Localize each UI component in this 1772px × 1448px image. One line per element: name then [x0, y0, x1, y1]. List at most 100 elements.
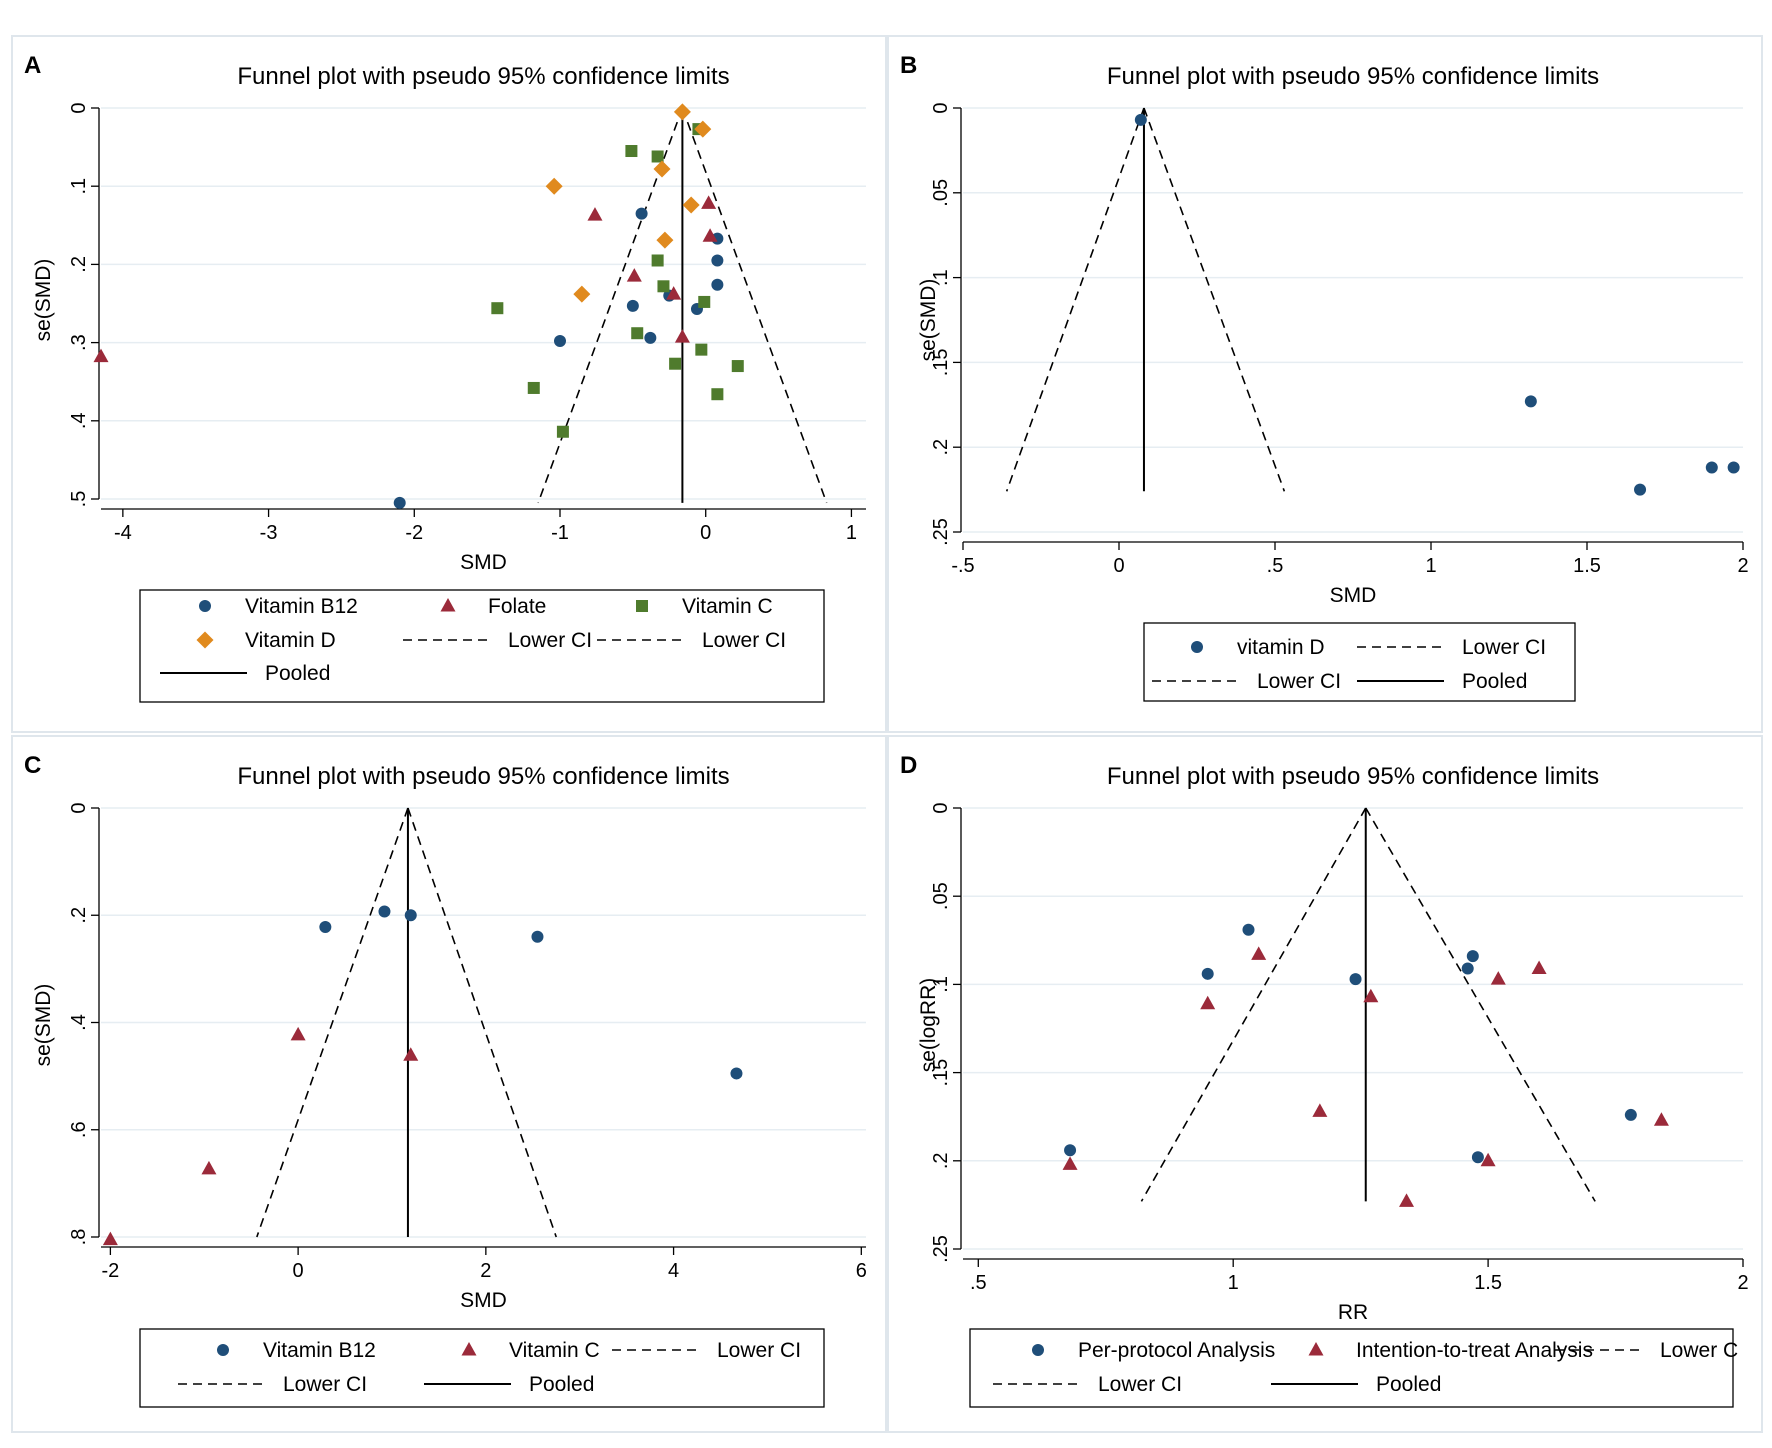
- data-point: [1201, 967, 1214, 980]
- chart-title: Funnel plot with pseudo 95% confidence l…: [237, 763, 729, 790]
- data-point: [1062, 1156, 1078, 1170]
- data-point: [1531, 960, 1547, 975]
- data-point: [730, 1067, 743, 1080]
- data-point: [1490, 971, 1506, 985]
- y-tick-label: .5: [68, 491, 90, 508]
- y-tick-label: .2: [68, 256, 90, 273]
- legend-label: Per-protocol Analysis: [1078, 1339, 1275, 1362]
- x-tick-label: 1: [1228, 1272, 1239, 1294]
- data-point: [1064, 1144, 1077, 1157]
- legend-marker: [1308, 1342, 1324, 1356]
- legend-marker: [196, 631, 214, 649]
- legend-marker: [199, 600, 211, 612]
- y-tick-label: 0: [68, 102, 90, 113]
- data-point: [653, 160, 671, 178]
- data-point: [531, 930, 544, 943]
- x-axis-label: SMD: [460, 551, 507, 574]
- data-point: [666, 286, 682, 300]
- legend-label: Lower C: [1660, 1339, 1738, 1362]
- panel-b: B Funnel plot with pseudo 95% confidence …: [887, 35, 1763, 733]
- x-axis-label: SMD: [1330, 584, 1377, 607]
- legend-label: Intention-to-treat Analysis: [1356, 1339, 1593, 1362]
- panel-letter: A: [24, 52, 41, 79]
- legend-marker: [636, 600, 648, 612]
- x-axis-label: SMD: [460, 1289, 507, 1312]
- legend-label: Pooled: [1376, 1373, 1441, 1396]
- data-point: [1242, 923, 1255, 936]
- x-tick-label: 0: [293, 1260, 304, 1282]
- legend-label: Lower CI: [1257, 670, 1341, 693]
- panel-frame: [887, 35, 1763, 733]
- legend-label: Folate: [488, 595, 546, 618]
- data-point: [682, 196, 700, 214]
- data-point: [731, 360, 744, 373]
- x-tick-label: 2: [480, 1260, 491, 1282]
- legend-label: Lower CI: [702, 629, 786, 652]
- y-tick-label: .05: [930, 179, 952, 207]
- data-point: [1727, 461, 1740, 474]
- data-point: [1471, 1151, 1484, 1164]
- data-point: [556, 425, 569, 438]
- x-tick-label: 2: [1737, 555, 1748, 577]
- data-point: [656, 231, 674, 249]
- data-point: [694, 120, 712, 138]
- ci-line: [681, 107, 828, 504]
- chart-title: Funnel plot with pseudo 95% confidence l…: [237, 63, 729, 90]
- y-tick-label: .3: [68, 334, 90, 351]
- y-axis-label: se(SMD): [32, 984, 55, 1067]
- data-point: [1363, 988, 1379, 1003]
- legend-marker: [461, 1342, 477, 1356]
- data-point: [93, 348, 109, 363]
- data-point: [1466, 950, 1479, 963]
- data-point: [378, 905, 391, 918]
- data-point: [1312, 1103, 1328, 1117]
- data-point: [698, 295, 711, 308]
- data-point: [1200, 995, 1216, 1010]
- ci-line: [1143, 107, 1286, 492]
- data-point: [1399, 1193, 1415, 1207]
- data-point: [695, 343, 708, 356]
- x-tick-label: 0: [700, 522, 711, 544]
- ci-line: [1365, 807, 1596, 1202]
- x-tick-label: 1: [1425, 555, 1436, 577]
- y-tick-label: .1: [930, 976, 952, 993]
- data-point: [1624, 1108, 1637, 1121]
- legend-box: [139, 1328, 825, 1408]
- data-point: [711, 278, 724, 291]
- legend-marker: [440, 598, 456, 612]
- y-tick-label: .2: [930, 439, 952, 456]
- legend-label: Lower CI: [508, 629, 592, 652]
- legend-box: [139, 589, 825, 703]
- x-tick-label: 0: [1113, 555, 1124, 577]
- data-point: [573, 285, 591, 303]
- data-point: [403, 1047, 419, 1061]
- legend-label: Vitamin B12: [263, 1339, 376, 1362]
- data-point: [527, 381, 540, 394]
- panel-d: D Funnel plot with pseudo 95% confidence …: [887, 735, 1763, 1433]
- legend-label: vitamin D: [1237, 636, 1325, 659]
- data-point: [701, 195, 717, 209]
- y-axis-label: se(SMD): [917, 279, 940, 362]
- legend-label: Lower CI: [717, 1339, 801, 1362]
- y-tick-label: .05: [930, 882, 952, 910]
- x-tick-label: 1.5: [1474, 1272, 1502, 1294]
- data-point: [673, 103, 691, 121]
- legend-label: Pooled: [1462, 670, 1527, 693]
- y-tick-label: 0: [68, 802, 90, 813]
- legend-label: Vitamin D: [245, 629, 336, 652]
- y-tick-label: .8: [68, 1229, 90, 1246]
- panel-letter: B: [900, 52, 917, 79]
- data-point: [657, 280, 670, 293]
- legend-marker: [1032, 1344, 1044, 1356]
- data-point: [290, 1026, 306, 1041]
- y-tick-label: .1: [930, 269, 952, 286]
- x-tick-label: -.5: [951, 555, 974, 577]
- y-tick-label: .4: [68, 1014, 90, 1031]
- chart-title: Funnel plot with pseudo 95% confidence l…: [1107, 63, 1599, 90]
- x-tick-label: .5: [1267, 555, 1284, 577]
- panel-frame: [11, 735, 887, 1433]
- legend-label: Lower CI: [1462, 636, 1546, 659]
- data-point: [1653, 1112, 1669, 1126]
- data-point: [644, 331, 657, 344]
- x-tick-label: -2: [101, 1260, 119, 1282]
